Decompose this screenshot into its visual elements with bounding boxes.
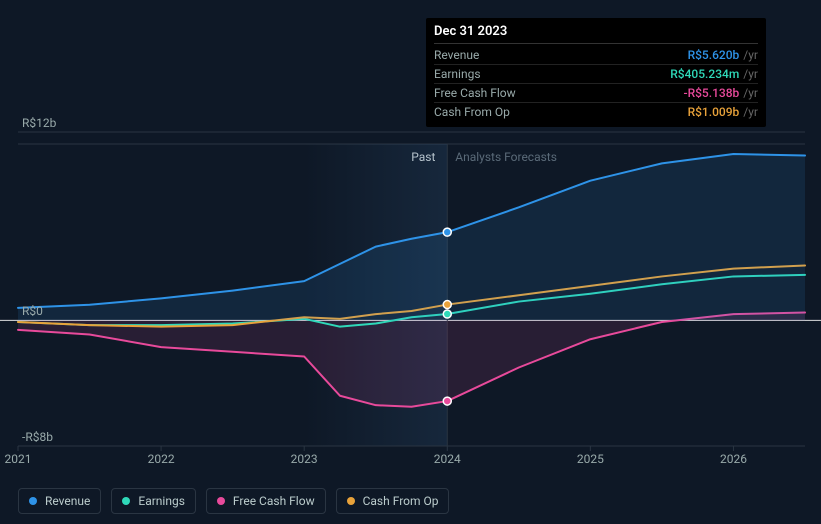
forecast-label: Analysts Forecasts: [455, 150, 557, 164]
tooltip-row: Free Cash Flow -R$5.138b/yr: [434, 84, 758, 103]
legend-label: Revenue: [45, 494, 90, 508]
tooltip-row-label: Earnings: [434, 67, 534, 81]
tooltip-row-label: Free Cash Flow: [434, 86, 534, 100]
tooltip-row-value: R$1.009b: [688, 105, 740, 119]
tooltip-row-unit: /yr: [743, 67, 758, 81]
legend-item-revenue[interactable]: Revenue: [18, 488, 101, 514]
chart-tooltip: Dec 31 2023 Revenue R$5.620b/yr Earnings R$…: [426, 18, 766, 127]
legend-dot-icon: [347, 497, 355, 505]
tooltip-title: Dec 31 2023: [434, 24, 758, 44]
legend-item-cfo[interactable]: Cash From Op: [336, 488, 450, 514]
past-label: Past: [411, 150, 435, 164]
y-tick-label: R$12b: [22, 116, 56, 130]
y-tick-label: R$0: [22, 304, 43, 318]
legend-item-earnings[interactable]: Earnings: [111, 488, 196, 514]
tooltip-row: Earnings R$405.234m/yr: [434, 65, 758, 84]
legend-item-fcf[interactable]: Free Cash Flow: [206, 488, 326, 514]
tooltip-row-label: Cash From Op: [434, 105, 534, 119]
legend-label: Free Cash Flow: [233, 494, 315, 508]
x-tick-label: 2026: [720, 452, 747, 466]
legend-dot-icon: [29, 497, 37, 505]
x-tick-label: 2023: [291, 452, 318, 466]
tooltip-row-value: R$405.234m: [670, 67, 739, 81]
chart-legend: Revenue Earnings Free Cash Flow Cash From O…: [18, 488, 449, 514]
x-tick-label: 2021: [5, 452, 32, 466]
tooltip-row-unit: /yr: [743, 48, 758, 62]
x-tick-label: 2025: [577, 452, 604, 466]
tooltip-row-unit: /yr: [743, 86, 758, 100]
y-tick-label: -R$8b: [22, 430, 53, 444]
financials-chart: R$12b R$0 -R$8b 2021 2022 2023 2024 2025 2026 P…: [0, 0, 821, 524]
tooltip-row-value: -R$5.138b: [683, 86, 739, 100]
tooltip-row: Revenue R$5.620b/yr: [434, 46, 758, 65]
legend-dot-icon: [217, 497, 225, 505]
tooltip-row-unit: /yr: [743, 105, 758, 119]
legend-dot-icon: [122, 497, 130, 505]
legend-label: Cash From Op: [363, 494, 439, 508]
legend-label: Earnings: [138, 494, 185, 508]
tooltip-row-label: Revenue: [434, 48, 534, 62]
x-tick-label: 2022: [148, 452, 175, 466]
tooltip-row: Cash From Op R$1.009b/yr: [434, 103, 758, 121]
x-tick-label: 2024: [434, 452, 461, 466]
tooltip-row-value: R$5.620b: [688, 48, 740, 62]
